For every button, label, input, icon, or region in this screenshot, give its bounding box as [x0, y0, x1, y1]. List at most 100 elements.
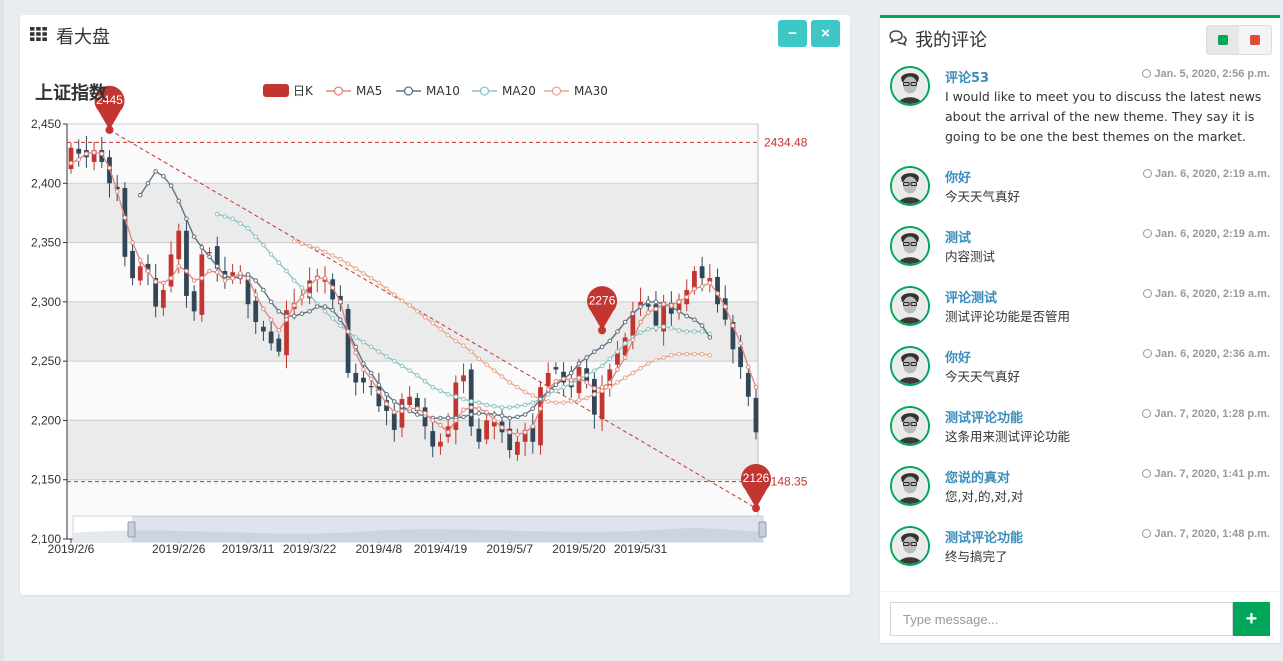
ma10-point — [476, 411, 482, 416]
comment-author[interactable]: 评论53 — [945, 71, 990, 86]
avatar[interactable] — [890, 226, 930, 266]
ma30-point — [622, 375, 628, 381]
ma-lines — [68, 150, 759, 437]
avatar[interactable] — [890, 466, 930, 506]
comment-author[interactable]: 你好 — [945, 171, 972, 186]
x-tick-label: 2019/4/8 — [356, 542, 403, 556]
mark-point-shape — [94, 85, 125, 130]
comment-timestamp: Jan. 7, 2020, 1:28 p.m. — [1142, 408, 1270, 420]
ma30-point — [653, 357, 659, 363]
legend-item[interactable]: MA10 — [396, 84, 460, 98]
ma10-point — [492, 412, 497, 417]
mark-point-dot — [598, 326, 607, 335]
market-panel: 看大盘 − × 2,450 2,400 2,350 2,300 2,250 2,200 2,… — [20, 15, 850, 595]
ma5-point — [391, 409, 397, 415]
ma30-point — [592, 392, 597, 397]
green-toggle-button[interactable] — [1207, 26, 1239, 54]
ma5-point — [576, 375, 582, 381]
ma30-point — [291, 239, 297, 244]
stock-chart[interactable]: 2,450 2,400 2,350 2,300 2,250 2,200 2,150 2,100… — [20, 53, 850, 588]
minimize-button[interactable]: − — [778, 20, 807, 47]
comment-author[interactable]: 测试评论功能 — [945, 531, 1024, 546]
ma5-point — [291, 303, 297, 308]
ma5-point — [599, 384, 605, 390]
comment-footer: + — [880, 591, 1280, 646]
ma5-point — [114, 189, 120, 194]
ma5-point — [384, 401, 389, 407]
candle-body — [553, 367, 559, 370]
candle-body — [707, 278, 713, 282]
user-avatar-icon — [892, 348, 928, 384]
comment-author[interactable]: 测试评论功能 — [945, 411, 1024, 426]
avatar[interactable] — [890, 286, 930, 326]
ma5-point — [453, 418, 459, 423]
ma20-point — [238, 221, 243, 226]
candle-body — [622, 337, 628, 356]
avatar[interactable] — [890, 526, 930, 566]
grid-icon — [30, 27, 47, 41]
ma30-point — [676, 351, 682, 357]
ma10-point — [168, 183, 174, 188]
comment-author[interactable]: 您说的真对 — [945, 471, 1011, 486]
mark-point-pin: 2445 — [94, 85, 125, 134]
ma5-point — [615, 367, 620, 372]
ma20-point — [615, 349, 620, 354]
market-panel-header: 看大盘 − × — [20, 15, 850, 53]
legend-label: MA20 — [502, 84, 536, 98]
ma5-point — [669, 303, 674, 308]
ma10-point — [207, 254, 212, 260]
candle-body — [507, 428, 513, 451]
legend-item[interactable]: MA30 — [544, 84, 608, 98]
ma5-point — [184, 268, 189, 274]
user-avatar-icon — [892, 288, 928, 324]
avatar[interactable] — [890, 66, 930, 106]
ma5-point — [268, 317, 274, 322]
red-toggle-button[interactable] — [1239, 26, 1271, 54]
minus-icon: − — [788, 25, 797, 42]
ma5-point — [661, 301, 666, 307]
ma30-point — [338, 256, 343, 262]
candle-body — [122, 188, 128, 257]
candle-body — [607, 369, 613, 388]
comment-author[interactable]: 测试 — [945, 231, 972, 246]
comment-text: 这条用来测试评论功能 — [945, 429, 1071, 444]
legend-item[interactable]: MA5 — [326, 84, 382, 98]
ma20-point — [476, 400, 482, 405]
candle-body — [615, 351, 620, 365]
comment-author[interactable]: 你好 — [945, 351, 972, 366]
y-tick-label: 2,100 — [31, 532, 61, 546]
ma10-point — [222, 273, 228, 279]
comment-time-text: Jan. 7, 2020, 1:41 p.m. — [1154, 468, 1270, 480]
ma30-point — [492, 368, 497, 373]
ma30-point — [322, 249, 328, 255]
candle-body — [676, 299, 682, 311]
chart-band — [67, 124, 758, 184]
avatar[interactable] — [890, 406, 930, 446]
legend-item[interactable]: 日K — [263, 84, 314, 98]
candle-body — [91, 150, 97, 162]
legend-label: MA5 — [356, 84, 382, 98]
ma10-point — [499, 413, 505, 418]
ma20-point — [322, 309, 328, 314]
ma5-point — [345, 329, 351, 334]
ma30-point — [461, 343, 466, 349]
avatar[interactable] — [890, 346, 930, 386]
ma30-point — [407, 303, 412, 308]
ma30-point — [353, 266, 359, 271]
comment-author[interactable]: 评论测试 — [945, 291, 998, 306]
legend-item[interactable]: MA20 — [472, 84, 536, 98]
clock-icon — [1143, 169, 1153, 178]
ma20-point — [622, 341, 628, 346]
candle-body — [168, 254, 174, 287]
color-toggle-group — [1206, 25, 1272, 55]
close-button[interactable]: × — [811, 20, 840, 47]
ma30-point — [438, 326, 443, 332]
ma5-point — [407, 406, 412, 411]
candle-body — [368, 386, 374, 388]
ma5-point — [645, 310, 651, 315]
avatar[interactable] — [890, 166, 930, 206]
legend-marker — [479, 86, 490, 96]
message-input[interactable] — [890, 602, 1233, 636]
send-button[interactable]: + — [1233, 602, 1270, 636]
candle-body — [699, 266, 705, 279]
